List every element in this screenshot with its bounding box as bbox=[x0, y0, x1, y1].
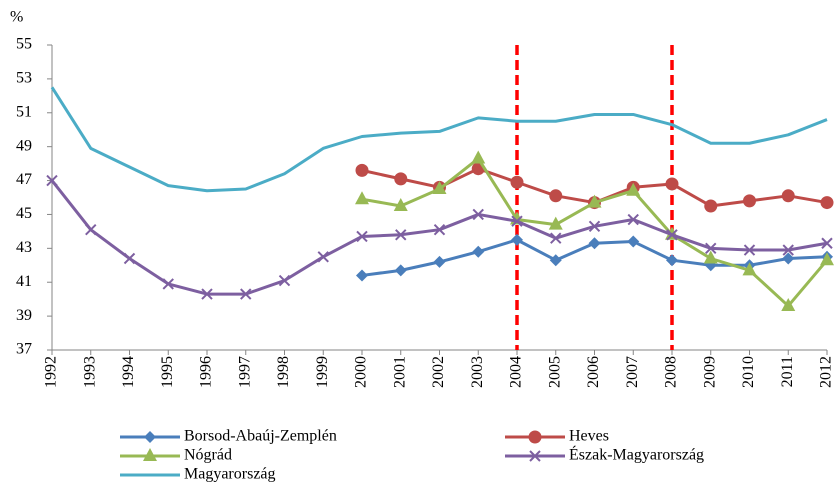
x-tick-label: 2000 bbox=[353, 356, 370, 388]
marker bbox=[627, 213, 639, 226]
marker bbox=[472, 245, 485, 258]
y-tick-label: 45 bbox=[16, 205, 32, 222]
marker bbox=[432, 181, 447, 195]
marker bbox=[394, 172, 408, 186]
marker bbox=[781, 189, 795, 203]
legend-label: Borsod-Abaúj-Zemplén bbox=[184, 428, 337, 445]
marker bbox=[356, 269, 368, 282]
marker bbox=[393, 197, 408, 211]
y-tick-label: 37 bbox=[16, 341, 32, 358]
legend-label: Észak-Magyarország bbox=[569, 445, 704, 464]
x-tick-label: 1999 bbox=[314, 356, 331, 388]
x-tick-label: 2012 bbox=[818, 356, 835, 388]
y-tick-label: 49 bbox=[16, 137, 32, 154]
marker bbox=[743, 244, 756, 256]
marker bbox=[705, 242, 717, 255]
marker bbox=[703, 250, 718, 264]
marker bbox=[743, 194, 756, 208]
marker bbox=[433, 255, 446, 268]
x-tick-label: 2003 bbox=[469, 356, 486, 388]
x-tick-label: 2008 bbox=[663, 356, 680, 388]
marker bbox=[781, 297, 796, 311]
marker bbox=[550, 232, 562, 244]
marker bbox=[821, 237, 833, 249]
y-tick-label: 51 bbox=[16, 103, 32, 120]
marker bbox=[782, 252, 795, 265]
x-tick-label: 1996 bbox=[198, 356, 215, 388]
marker bbox=[123, 252, 136, 265]
legend-label: Magyarország bbox=[184, 466, 276, 483]
series-line bbox=[361, 157, 829, 308]
x-tick-label: 2006 bbox=[585, 356, 602, 388]
y-tick-label: 41 bbox=[16, 273, 32, 290]
legend-label: Heves bbox=[569, 428, 609, 445]
x-tick-label: 2010 bbox=[740, 356, 757, 388]
marker bbox=[85, 223, 97, 236]
marker bbox=[355, 191, 369, 205]
marker bbox=[355, 163, 369, 177]
marker bbox=[471, 150, 486, 164]
marker bbox=[627, 235, 640, 248]
marker bbox=[356, 230, 368, 243]
marker bbox=[201, 288, 213, 300]
marker bbox=[472, 208, 484, 221]
legend-marker bbox=[144, 431, 156, 443]
x-tick-label: 2002 bbox=[430, 356, 447, 388]
y-tick-label: 47 bbox=[16, 171, 32, 188]
marker bbox=[782, 244, 794, 256]
marker bbox=[549, 189, 563, 203]
marker bbox=[588, 220, 601, 233]
marker bbox=[626, 182, 641, 196]
x-tick-label: 1997 bbox=[236, 356, 253, 388]
legend-marker bbox=[528, 430, 542, 444]
marker bbox=[162, 278, 174, 290]
marker bbox=[240, 288, 252, 300]
marker bbox=[666, 254, 678, 267]
marker bbox=[395, 229, 407, 241]
marker bbox=[317, 251, 329, 263]
marker bbox=[46, 174, 58, 187]
series-line bbox=[50, 179, 828, 296]
legend-marker bbox=[143, 448, 157, 461]
marker bbox=[394, 264, 407, 277]
marker bbox=[665, 177, 679, 191]
marker bbox=[433, 223, 446, 236]
x-tick-label: 1994 bbox=[120, 356, 137, 388]
x-tick-label: 2007 bbox=[624, 356, 641, 388]
x-tick-label: 2001 bbox=[391, 356, 408, 388]
marker bbox=[548, 216, 563, 230]
marker bbox=[511, 215, 523, 227]
x-tick-label: 1998 bbox=[275, 356, 292, 388]
x-tick-label: 1992 bbox=[43, 356, 60, 388]
y-tick-label: 53 bbox=[16, 70, 32, 87]
y-axis-label: % bbox=[10, 9, 23, 26]
x-tick-label: 2004 bbox=[508, 356, 525, 388]
marker bbox=[587, 194, 602, 208]
y-tick-label: 39 bbox=[16, 307, 32, 324]
marker bbox=[666, 229, 678, 241]
marker bbox=[588, 237, 601, 250]
marker bbox=[820, 252, 834, 266]
series-line bbox=[50, 86, 828, 193]
marker bbox=[742, 262, 757, 276]
x-tick-label: 2009 bbox=[701, 356, 718, 388]
marker bbox=[510, 175, 524, 189]
y-tick-label: 55 bbox=[16, 36, 32, 53]
legend-marker bbox=[529, 450, 541, 462]
x-tick-label: 2011 bbox=[779, 356, 796, 387]
marker bbox=[820, 196, 834, 210]
x-tick-label: 1993 bbox=[81, 356, 98, 388]
legend-label: Nógrád bbox=[184, 447, 232, 464]
marker bbox=[511, 233, 523, 246]
y-tick-label: 43 bbox=[16, 239, 32, 256]
marker bbox=[278, 274, 291, 287]
marker bbox=[549, 254, 562, 267]
marker bbox=[704, 199, 718, 213]
x-tick-label: 1995 bbox=[159, 356, 176, 388]
x-tick-label: 2005 bbox=[546, 356, 563, 388]
